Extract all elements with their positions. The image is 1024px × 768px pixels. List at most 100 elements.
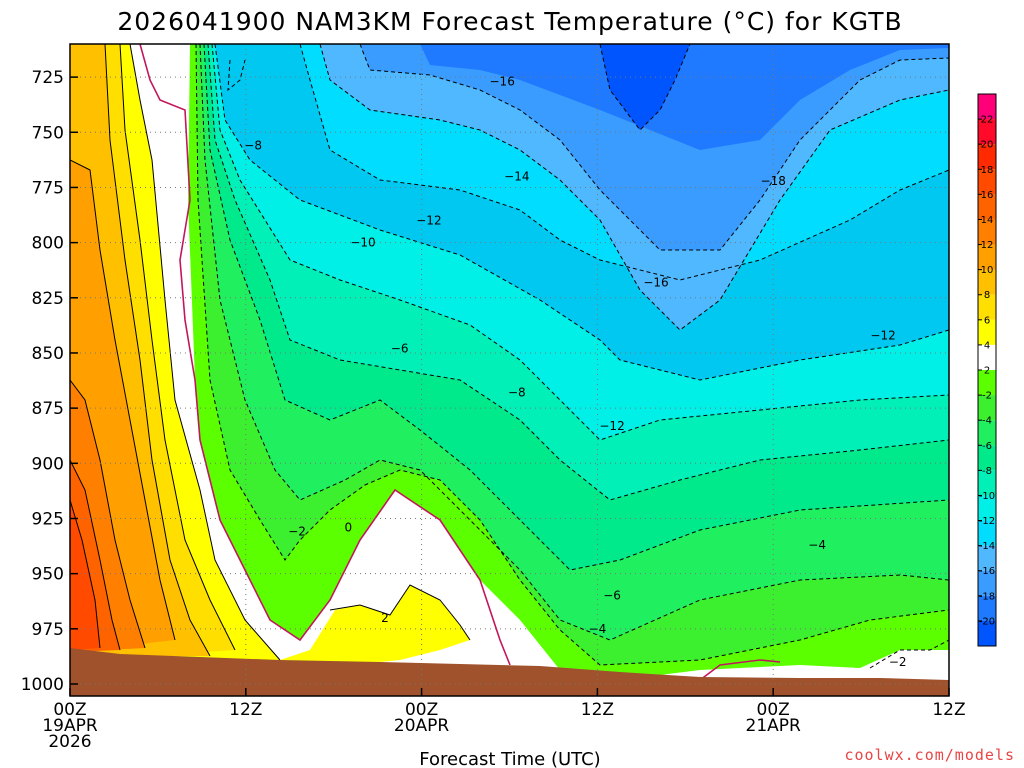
contour-line [869, 639, 949, 669]
colorbar-label: 16 [981, 190, 994, 201]
ground-surface [70, 648, 949, 696]
contour-label: −16 [643, 275, 668, 289]
band-plus-14 [70, 500, 100, 650]
band-minus-22 [600, 44, 690, 130]
contour-label: 2 [381, 611, 389, 625]
plot-frame [69, 43, 950, 697]
colorbar-swatch [978, 344, 996, 370]
colorbar-label: 14 [981, 215, 994, 226]
contour-line [207, 44, 949, 501]
contour-label: −10 [350, 236, 375, 250]
contour-line [214, 44, 949, 381]
contour-label: −8 [244, 139, 262, 153]
colorbar-label: 8 [984, 290, 990, 301]
colorbar-swatch [978, 319, 996, 345]
x-tick-label: 12Z [932, 700, 965, 720]
colorbar-label: -2 [982, 391, 992, 402]
colorbar-label: 12 [981, 240, 994, 251]
contour-label: −4 [589, 622, 607, 636]
colorbar: 22 20 18 16 14 12 10 8 6 4 2 -2 -4 -6 -8 -10 -12 -14 -16 -1… [977, 93, 997, 647]
axes: 725 750 775 800 825 850 875 900 925 950 975 1000 00Z… [21, 68, 966, 752]
contour-line [329, 584, 471, 641]
colorbar-label: -8 [982, 466, 992, 477]
colorbar-swatch [978, 370, 996, 396]
colorbar-swatch [978, 620, 996, 646]
colorbar-label: 22 [981, 115, 994, 126]
dashed-contours [195, 44, 949, 669]
y-tick-label: 825 [32, 289, 64, 309]
temperature-fields [70, 44, 949, 696]
colorbar-label: 20 [981, 140, 994, 151]
contour-labels: −8 −16 −14 −12 −10 −18 −16 −12 −6 −8 −12 −2 0 2 −6 −4 −4… [244, 75, 906, 669]
contour-line [195, 44, 949, 666]
contour-label: −12 [599, 419, 624, 433]
contour-line [203, 44, 949, 571]
colorbar-swatch [978, 244, 996, 270]
colorbar-swatch [978, 520, 996, 546]
band-minus-4 [70, 44, 949, 696]
colorbar-swatch [978, 495, 996, 521]
credit-link[interactable]: coolwx.com/models [844, 746, 1015, 764]
contour-line [70, 379, 146, 649]
x-tick-label: 00Z [405, 700, 438, 720]
colorbar-label: 2 [984, 366, 990, 377]
x-axis-label: Forecast Time (UTC) [419, 749, 600, 768]
colorbar-label: 6 [984, 315, 990, 326]
contour-line [104, 44, 211, 657]
colorbar-label: -14 [979, 541, 995, 552]
colorbar-label: 4 [984, 340, 990, 351]
y-tick-label: 750 [32, 123, 64, 143]
y-tick-label: 975 [32, 620, 64, 640]
contour-label: −6 [603, 589, 621, 603]
colorbar-swatch [978, 119, 996, 145]
y-tick-label: 1000 [21, 675, 64, 695]
y-tick-label: 850 [32, 344, 64, 364]
colorbar-label: -4 [982, 416, 992, 427]
freezing-line [139, 44, 781, 681]
contour-line [70, 499, 101, 649]
contour-line [199, 44, 949, 641]
colorbar-swatch [978, 269, 996, 295]
contour-line [70, 159, 176, 641]
contour-label: −14 [504, 169, 529, 183]
colorbar-swatch [978, 169, 996, 195]
colorbar-label: -10 [979, 491, 995, 502]
contour-label: −12 [416, 214, 441, 228]
chart-title: 2026041900 NAM3KM Forecast Temperature (… [117, 7, 902, 36]
colorbar-label: -6 [982, 441, 992, 452]
x-tick-label: 21APR [746, 716, 802, 736]
contour-label: −2 [288, 525, 306, 539]
band-minus-20 [420, 44, 949, 150]
y-tick-label: 875 [32, 399, 64, 419]
x-tick-label: 19APR [42, 716, 98, 736]
x-tick-label: 00Z [53, 700, 86, 720]
contour-line [227, 59, 246, 92]
colorbar-swatch [978, 470, 996, 496]
y-tick-label: 800 [32, 234, 64, 254]
colorbar-label: -18 [979, 591, 995, 602]
contour-label: −6 [391, 342, 409, 356]
contour-label: 0 [345, 520, 353, 534]
colorbar-swatch [978, 595, 996, 621]
contour-label: −16 [490, 75, 515, 89]
colorbar-swatch [978, 194, 996, 220]
colorbar-swatch [978, 445, 996, 471]
contour-label: −4 [808, 538, 826, 552]
contour-lines [70, 44, 949, 681]
colorbar-label: 10 [981, 265, 994, 276]
colorbar-swatch [978, 420, 996, 446]
colorbar-label: -20 [979, 616, 995, 627]
colorbar-swatch [978, 545, 996, 571]
colorbar-swatch [978, 219, 996, 245]
y-tick-label: 950 [32, 565, 64, 585]
y-tick-label: 725 [32, 68, 64, 88]
contour-label: −12 [870, 328, 895, 342]
y-tick-label: 775 [32, 178, 64, 198]
colorbar-swatch [978, 570, 996, 596]
contour-label: −2 [889, 655, 907, 669]
x-tick-label: 2026 [48, 732, 91, 752]
contour-label: −18 [761, 174, 786, 188]
grid [70, 44, 949, 696]
y-tick-label: 925 [32, 509, 64, 529]
